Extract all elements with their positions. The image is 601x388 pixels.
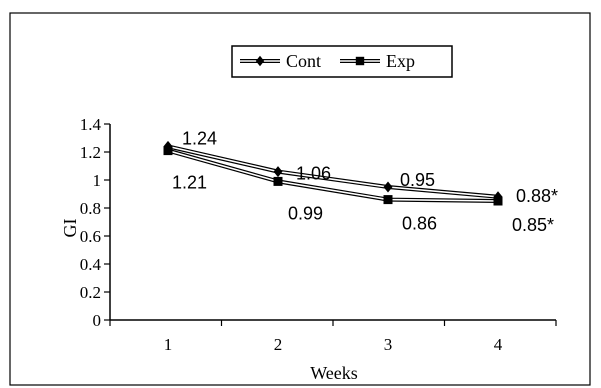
axes: 0 0.2 0.4 0.6 0.8 1 1.2 1.4 1 2 3 4: [80, 115, 557, 354]
y-tick-label: 0.4: [80, 255, 102, 274]
data-point-exp: [493, 196, 503, 206]
data-label-cont: 1.24: [182, 128, 217, 148]
data-label-exp: 1.21: [172, 173, 207, 193]
series-layer: [163, 140, 503, 206]
y-axis-label: GI: [60, 219, 80, 238]
x-tick-label: 4: [494, 335, 503, 354]
y-tick-label: 0: [93, 311, 102, 330]
data-label-cont: 0.95: [400, 170, 435, 190]
data-label-exp: 0.86: [402, 214, 437, 234]
legend: Cont Exp: [231, 45, 453, 78]
legend-marker-cont: [255, 55, 265, 67]
data-point-exp: [273, 176, 283, 186]
y-tick-label: 0.2: [80, 283, 101, 302]
y-tick-label: 0.8: [80, 199, 101, 218]
series-line-core-cont: [167, 145, 499, 198]
data-labels: 1.24 1.06 0.95 0.88* 1.21 0.99 0.86 0.85*: [172, 128, 558, 235]
x-tick-label: 2: [274, 335, 283, 354]
legend-label-exp: Exp: [386, 51, 415, 71]
y-tick-label: 1: [93, 171, 102, 190]
data-label-exp: 0.99: [288, 203, 323, 223]
y-tick-label: 1.4: [80, 115, 102, 134]
x-axis-label: Weeks: [310, 363, 358, 383]
y-tick-label: 1.2: [80, 143, 101, 162]
data-label-exp: 0.85*: [512, 215, 554, 235]
series-line-core-exp: [167, 149, 499, 202]
y-tick-label: 0.6: [80, 227, 101, 246]
data-point-exp: [383, 195, 393, 205]
data-point-cont: [383, 181, 393, 193]
data-label-cont: 1.06: [296, 164, 331, 184]
data-point-exp: [163, 146, 173, 156]
x-tick-label: 3: [384, 335, 393, 354]
data-label-cont: 0.88*: [516, 186, 558, 206]
legend-marker-exp: [355, 56, 365, 66]
legend-label-cont: Cont: [286, 51, 321, 71]
data-point-cont: [273, 166, 283, 178]
x-tick-label: 1: [164, 335, 173, 354]
